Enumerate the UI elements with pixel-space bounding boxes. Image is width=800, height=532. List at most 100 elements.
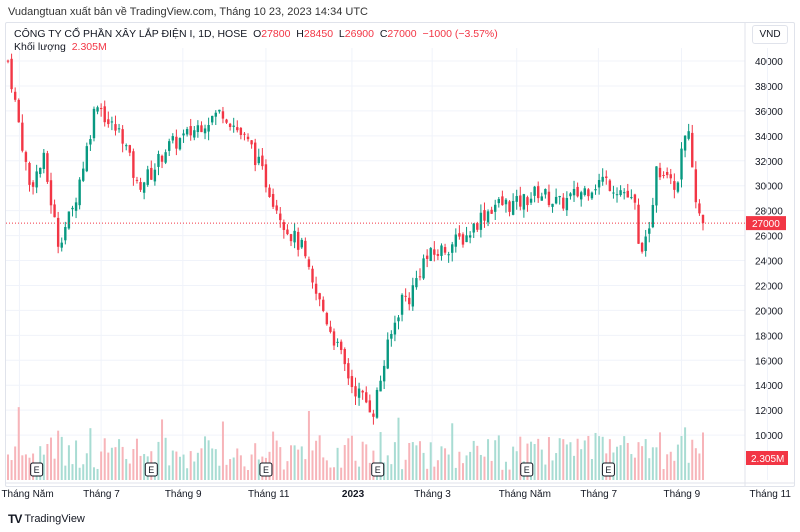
volume-bar	[207, 440, 210, 480]
volume-bar	[576, 438, 579, 480]
candle-body	[533, 186, 536, 196]
x-tick-label: Tháng 9	[664, 489, 701, 500]
candle-body	[680, 148, 683, 180]
volume-bar	[436, 460, 439, 480]
volume-bar	[53, 458, 56, 480]
candle-body	[382, 365, 386, 382]
candle-body	[92, 108, 96, 139]
candle-body	[644, 236, 647, 251]
candle-body	[182, 133, 185, 136]
earnings-marker-icon[interactable]	[144, 462, 158, 477]
candle-body	[261, 155, 264, 167]
candle-body	[583, 188, 586, 195]
currency-button[interactable]: VND	[752, 25, 788, 44]
candle-body	[304, 240, 307, 257]
earnings-marker-icon[interactable]	[259, 462, 273, 477]
tradingview-logo[interactable]: TV TradingView	[8, 512, 85, 526]
candle-body	[436, 254, 440, 256]
volume-bar	[702, 432, 704, 480]
candle-body	[268, 187, 271, 197]
volume-bar	[78, 467, 81, 480]
volume-bar	[433, 466, 436, 480]
volume-bar	[619, 445, 622, 480]
volume-bar	[17, 407, 20, 480]
candle-body	[21, 122, 24, 151]
close-label: C	[379, 28, 388, 40]
candle-body	[479, 212, 483, 230]
candle-body	[150, 167, 153, 180]
volume-bar	[637, 442, 640, 480]
earnings-marker-icon[interactable]	[30, 462, 44, 477]
volume-bar	[10, 460, 13, 480]
volume-label: Khối lượng	[14, 41, 66, 53]
candle-body	[271, 194, 275, 207]
candle-body	[544, 188, 547, 195]
candle-body	[17, 99, 20, 123]
volume-bar	[537, 438, 540, 480]
candle-body	[203, 128, 207, 134]
y-tick-label: 24000	[755, 257, 783, 268]
volume-legend: Khối lượng 2.305M	[14, 41, 107, 53]
candle-body	[218, 109, 221, 112]
volume-bar	[7, 454, 9, 480]
candle-body	[114, 124, 117, 131]
candle-body	[440, 245, 443, 256]
chart-frame[interactable]	[5, 22, 795, 487]
candle-body	[691, 132, 694, 168]
volume-bar	[472, 440, 475, 480]
volume-bar	[490, 460, 493, 480]
candle-body	[494, 204, 497, 212]
candle-body	[658, 167, 662, 178]
candle-body	[357, 388, 361, 398]
volume-bar	[282, 469, 285, 480]
volume-bar	[687, 462, 690, 480]
volume-bar	[325, 460, 328, 480]
volume-bar	[71, 464, 74, 480]
volume-bar	[200, 448, 203, 480]
candle-body	[257, 156, 260, 164]
volume-bar	[46, 443, 49, 480]
candle-body	[662, 174, 665, 176]
candle-body	[626, 190, 629, 198]
x-tick-label: 2023	[342, 489, 365, 500]
volume-bar	[304, 459, 307, 480]
candle-body	[225, 119, 228, 123]
candle-body	[96, 107, 99, 112]
volume-bar	[659, 432, 662, 480]
volume-bar	[300, 446, 303, 480]
candle-body	[547, 191, 551, 206]
candle-body	[472, 223, 475, 233]
volume-bar	[254, 443, 257, 480]
volume-bar	[616, 446, 619, 480]
volume-value: 2.305M	[71, 41, 107, 53]
candle-body	[325, 313, 329, 325]
volume-bar	[379, 432, 382, 480]
volume-bar	[21, 455, 24, 480]
earnings-marker-icon[interactable]	[520, 462, 534, 477]
candle-body	[10, 58, 13, 90]
volume-bar	[494, 440, 497, 480]
earnings-marker-label: E	[605, 465, 611, 475]
candle-body	[490, 209, 493, 214]
candle-body	[46, 153, 49, 182]
earnings-marker-icon[interactable]	[371, 462, 385, 477]
candle-body	[289, 234, 293, 242]
volume-bar	[178, 456, 181, 480]
earnings-marker-icon[interactable]	[601, 462, 615, 477]
volume-bar	[257, 459, 260, 480]
candle-body	[483, 210, 486, 221]
volume-bar	[483, 456, 486, 480]
candle-body	[228, 123, 232, 127]
volume-bar	[168, 465, 171, 480]
volume-bar	[662, 468, 665, 480]
candle-body	[615, 194, 619, 196]
candle-body	[529, 198, 533, 203]
candle-body	[655, 166, 658, 206]
volume-bar	[186, 468, 189, 480]
volume-bar	[583, 440, 586, 480]
candle-body	[701, 214, 705, 224]
candle-body	[465, 235, 468, 243]
volume-bar	[694, 448, 697, 480]
y-tick-label: 40000	[755, 57, 783, 68]
